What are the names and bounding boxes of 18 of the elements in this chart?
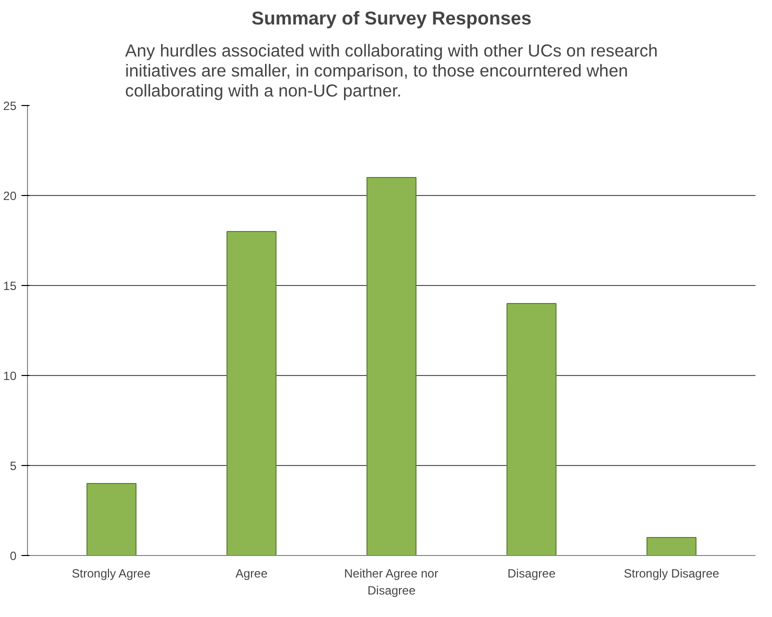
y-tick-label: 15 bbox=[3, 279, 17, 293]
bar bbox=[86, 483, 136, 556]
bar bbox=[366, 177, 416, 556]
y-tick-label: 25 bbox=[3, 99, 17, 113]
chart-title: Summary of Survey Responses bbox=[252, 8, 532, 28]
x-tick-label: Disagree bbox=[507, 566, 556, 580]
x-tick-label: Neither Agree nor Disagree bbox=[344, 566, 438, 598]
bar bbox=[506, 303, 556, 556]
bar bbox=[226, 231, 276, 556]
y-tick-label: 0 bbox=[10, 549, 17, 563]
x-tick-label: Strongly Disagree bbox=[624, 566, 720, 580]
chart-subtitle: Any hurdles associated with collaborating with other UCs on research initiatives are smaller, in comparison, to those encourntered when collaborating with a non-UC partner. bbox=[125, 40, 658, 100]
y-tick-label: 5 bbox=[10, 459, 17, 473]
bar bbox=[646, 537, 696, 556]
y-tick-label: 20 bbox=[3, 189, 17, 203]
y-tick-label: 10 bbox=[3, 369, 17, 383]
x-tick-label: Strongly Agree bbox=[72, 566, 151, 580]
x-tick-label: Agree bbox=[235, 566, 268, 580]
